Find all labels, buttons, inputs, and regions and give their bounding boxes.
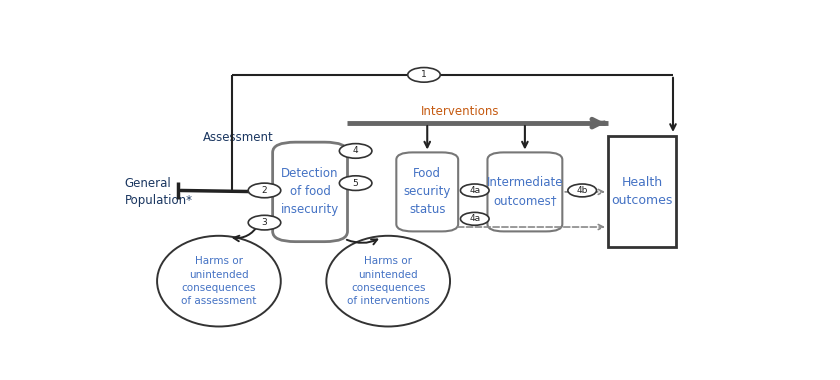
Text: 1: 1 <box>421 70 427 79</box>
Circle shape <box>339 144 372 158</box>
Bar <box>608 136 676 247</box>
Text: Harms or
unintended
consequences
of assessment: Harms or unintended consequences of asse… <box>181 256 256 306</box>
Circle shape <box>339 176 372 190</box>
Ellipse shape <box>327 236 450 326</box>
Ellipse shape <box>157 236 281 326</box>
Text: General
Population*: General Population* <box>124 177 192 207</box>
Circle shape <box>249 183 281 198</box>
Circle shape <box>460 212 489 225</box>
Text: Intermediate
outcomes†: Intermediate outcomes† <box>486 176 563 207</box>
Text: Health
outcomes: Health outcomes <box>612 176 673 207</box>
Text: Harms or
unintended
consequences
of interventions: Harms or unintended consequences of inte… <box>347 256 429 306</box>
FancyBboxPatch shape <box>487 152 562 231</box>
Text: Food
security
status: Food security status <box>403 168 451 216</box>
Text: Interventions: Interventions <box>421 105 499 118</box>
Text: 5: 5 <box>353 179 359 188</box>
Text: 4a: 4a <box>470 186 480 195</box>
FancyBboxPatch shape <box>396 152 458 231</box>
Circle shape <box>407 68 440 82</box>
Circle shape <box>460 184 489 197</box>
Text: 3: 3 <box>261 218 267 227</box>
Text: Detection
of food
insecurity: Detection of food insecurity <box>281 168 339 216</box>
Text: 2: 2 <box>262 186 267 195</box>
Text: 4b: 4b <box>576 186 588 195</box>
Circle shape <box>568 184 596 197</box>
FancyBboxPatch shape <box>273 142 348 242</box>
Text: 4a: 4a <box>470 214 480 223</box>
Circle shape <box>249 215 281 230</box>
Text: 4: 4 <box>353 146 359 155</box>
Text: Assessment: Assessment <box>203 131 274 144</box>
